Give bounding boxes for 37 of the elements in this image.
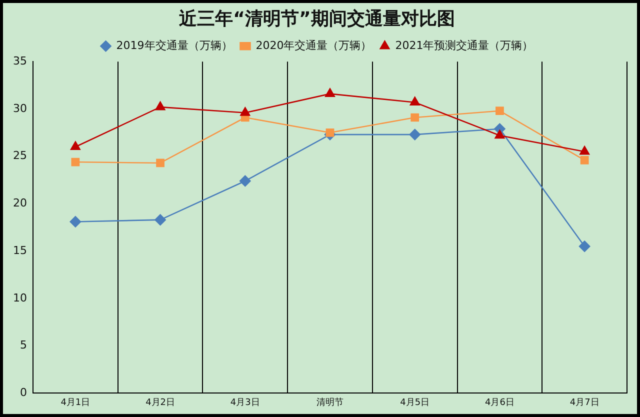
point (578, 240, 590, 252)
y-tick-label: 35 (12, 54, 27, 68)
y-tick-label: 15 (12, 244, 27, 257)
x-tick-label: 4月3日 (230, 398, 260, 408)
point (580, 156, 589, 164)
x-tick-label: 4月6日 (484, 398, 514, 408)
y-tick-label: 30 (12, 102, 27, 115)
point (494, 130, 505, 139)
y-tick-label: 25 (12, 149, 27, 162)
point (580, 146, 590, 155)
y-tick-label: 10 (12, 291, 27, 304)
point (410, 96, 420, 106)
legend-label: 2019年交通量（万辆） (116, 38, 232, 52)
legend-label: 2021年预测交通量（万辆） (395, 38, 534, 52)
y-tick-label: 20 (12, 196, 27, 210)
legend-label: 2020年交通量（万辆） (256, 38, 372, 52)
x-tick-label: 4月5日 (400, 398, 430, 408)
point (70, 216, 82, 228)
point (410, 113, 420, 122)
point (325, 88, 335, 97)
x-tick-label: 4月1日 (60, 398, 90, 408)
y-tick-label: 5 (20, 338, 27, 352)
point (496, 106, 504, 116)
point (239, 175, 251, 187)
point (71, 158, 80, 166)
x-tick-label: 清明节 (316, 396, 344, 408)
point (240, 107, 250, 116)
x-tick-label: 4月7日 (570, 398, 600, 408)
point (156, 158, 164, 168)
point (154, 214, 166, 226)
chart-title: 近三年“清明节”期间交通量对比图 (178, 8, 455, 30)
point (70, 141, 80, 150)
point (409, 128, 421, 140)
y-tick-label: 0 (20, 386, 27, 400)
x-tick-label: 4月2日 (146, 398, 176, 408)
point (155, 101, 166, 110)
point (326, 128, 334, 137)
